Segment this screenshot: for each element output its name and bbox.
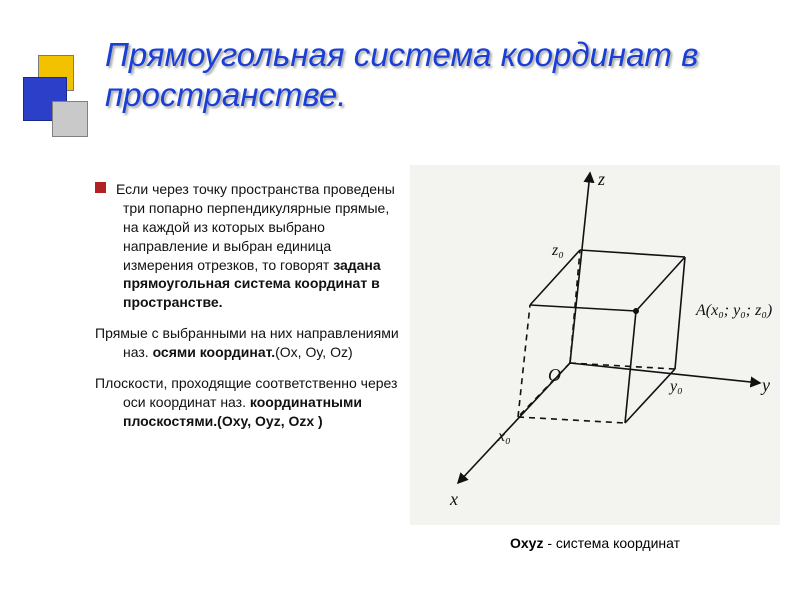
svg-text:x: x	[449, 489, 458, 509]
p2-tail: (Ox, Oy, Oz)	[275, 344, 353, 360]
caption-bold: Oxyz	[510, 535, 543, 551]
deco-squares	[18, 55, 88, 150]
caption-plain: система координат	[556, 535, 680, 551]
paragraph-3: Плоскости, проходящие соответственно чер…	[95, 374, 405, 431]
svg-text:z₀: z₀	[551, 242, 564, 259]
bullet-icon	[95, 182, 106, 193]
paragraph-2: Прямые с выбранными на них направлениями…	[95, 324, 405, 362]
svg-text:y₀: y₀	[668, 378, 683, 395]
svg-text:z: z	[597, 169, 605, 189]
title-text: Прямоугольная система координат в простр…	[105, 36, 698, 113]
slide-title: Прямоугольная система координат в простр…	[105, 35, 745, 114]
diagram-caption: Oxyz - система координат	[510, 535, 680, 551]
paragraph-1: Если через точку пространства проведены …	[95, 180, 405, 312]
p2-bold: осями координат.	[153, 344, 276, 360]
body-text: Если через точку пространства проведены …	[95, 180, 405, 443]
p1-lead: Если	[116, 181, 152, 197]
coordinate-diagram: x y z Oz₀ y₀ x₀ A(x₀; y₀; z₀)	[410, 165, 780, 525]
svg-text:x₀: x₀	[497, 428, 511, 445]
diagram-svg: x y z Oz₀ y₀ x₀ A(x₀; y₀; z₀)	[410, 165, 780, 525]
svg-text:O: O	[548, 365, 561, 385]
deco-square-grey	[52, 101, 88, 137]
svg-text:A(x₀; y₀; z₀): A(x₀; y₀; z₀)	[695, 302, 772, 319]
caption-sep: -	[543, 535, 555, 551]
svg-text:y: y	[760, 375, 770, 395]
